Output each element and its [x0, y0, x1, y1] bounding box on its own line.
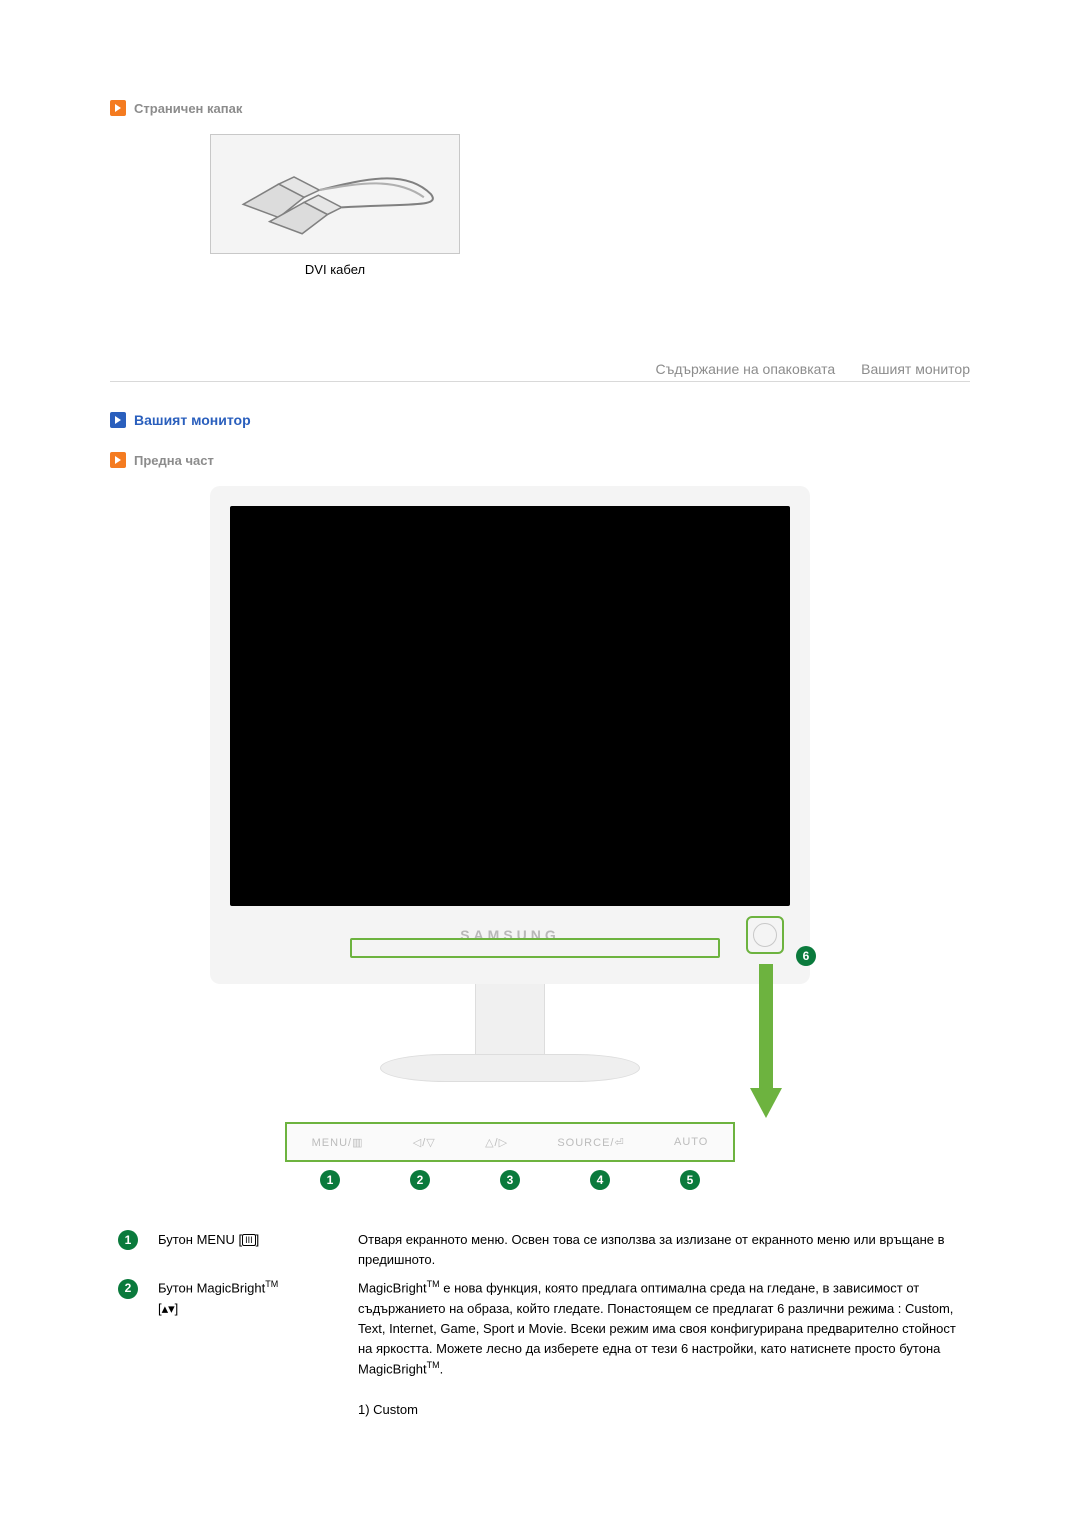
arrow-bullet-icon	[110, 100, 126, 116]
panel-label-source: SOURCE/⏎	[557, 1136, 624, 1149]
panel-label-auto: AUTO	[674, 1136, 708, 1148]
row2-desc: MagicBrightTM е нова функция, която пред…	[350, 1274, 970, 1424]
power-button-icon	[753, 923, 777, 947]
row2-desc-tm: TM	[427, 1279, 440, 1289]
row2-desc-c: .	[440, 1362, 444, 1377]
row2-desc-tm2: TM	[427, 1360, 440, 1370]
button-bar-highlight	[350, 938, 720, 958]
monitor-bezel: SAMSUNG 6	[210, 486, 810, 984]
heading-front: Предна част	[110, 452, 970, 468]
row2-desc-p2: 1) Custom	[358, 1402, 418, 1417]
tab-your-monitor[interactable]: Вашият монитор	[861, 361, 970, 377]
tab-packaging[interactable]: Съдържание на опаковката	[655, 361, 835, 377]
dvi-cable-image	[210, 134, 460, 254]
panel-label-leftdown: ◁/▽	[413, 1136, 436, 1149]
table-row: 1 Бутон MENU [III] Отваря екранното меню…	[110, 1226, 970, 1274]
heading-side-cover-text: Страничен капак	[134, 101, 242, 116]
monitor-diagram: SAMSUNG 6 MENU/▥ ◁/▽ △/▷ SOURCE/⏎ AUTO 1…	[210, 486, 810, 1190]
callout-badge-3: 3	[500, 1170, 520, 1190]
document-page: Страничен капак DVI кабел Съдържание на …	[0, 0, 1080, 1504]
row2-label-line2: [▴▾]	[158, 1301, 178, 1316]
callout-badge-1: 1	[320, 1170, 340, 1190]
arrow-bullet-icon	[110, 412, 126, 428]
heading-side-cover: Страничен капак	[110, 100, 970, 116]
monitor-screen	[230, 506, 790, 906]
monitor-bottom-bar: SAMSUNG	[230, 906, 790, 964]
row2-label-prefix: Бутон MagicBright	[158, 1281, 265, 1296]
monitor-base	[380, 1054, 640, 1082]
section-tabs: Съдържание на опаковката Вашият монитор	[110, 357, 970, 382]
callout-arrow-icon	[746, 964, 786, 1124]
power-button-highlight	[746, 916, 784, 954]
row-badge-1: 1	[118, 1230, 138, 1250]
arrow-bullet-icon	[110, 452, 126, 468]
row-badge-2: 2	[118, 1279, 138, 1299]
row2-label-tm: TM	[265, 1279, 278, 1289]
callout-badge-6: 6	[796, 946, 816, 966]
row2-desc-a: MagicBright	[358, 1281, 427, 1296]
monitor-stand	[475, 984, 545, 1054]
row2-label: Бутон MagicBrightTM [▴▾]	[150, 1274, 350, 1424]
row1-label: Бутон MENU [III]	[150, 1226, 350, 1274]
panel-number-row: 1 2 3 4 5	[285, 1170, 735, 1190]
cable-icon	[223, 147, 446, 241]
callout-badge-4: 4	[590, 1170, 610, 1190]
callout-badge-2: 2	[410, 1170, 430, 1190]
row2-desc-b: е нова функция, която предлага оптимална…	[358, 1281, 956, 1377]
row1-label-suffix: ]	[256, 1232, 260, 1247]
row1-label-prefix: Бутон MENU [	[158, 1232, 242, 1247]
panel-label-upright: △/▷	[485, 1136, 508, 1149]
button-panel: MENU/▥ ◁/▽ △/▷ SOURCE/⏎ AUTO	[285, 1122, 735, 1162]
menu-glyph-icon: III	[242, 1234, 256, 1246]
dvi-cable-caption: DVI кабел	[210, 262, 460, 277]
panel-label-menu: MENU/▥	[312, 1136, 364, 1149]
row1-desc: Отваря екранното меню. Освен това се изп…	[350, 1226, 970, 1274]
table-row: 2 Бутон MagicBrightTM [▴▾] MagicBrightTM…	[110, 1274, 970, 1424]
heading-front-text: Предна част	[134, 453, 214, 468]
heading-your-monitor-text: Вашият монитор	[134, 412, 251, 428]
callout-badge-5: 5	[680, 1170, 700, 1190]
heading-your-monitor: Вашият монитор	[110, 412, 970, 428]
button-description-table: 1 Бутон MENU [III] Отваря екранното меню…	[110, 1226, 970, 1424]
